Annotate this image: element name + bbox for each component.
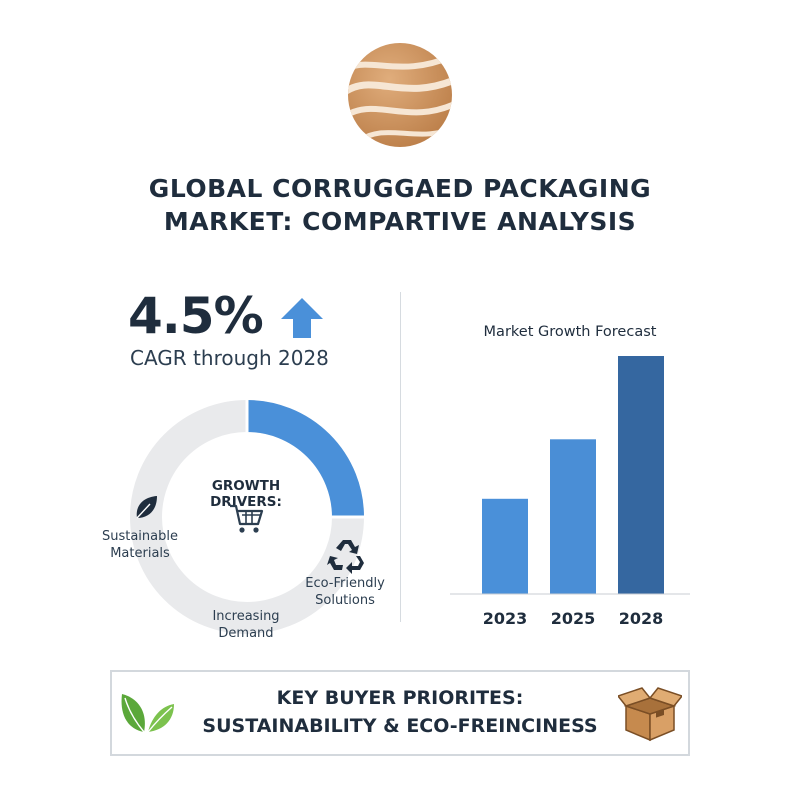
banner-line-2: SUSTAINABILITY & ECO-FREINCINESS	[202, 715, 598, 737]
segment-label-sustainable-line-2: Materials	[110, 546, 170, 561]
segment-label-eco-line-2: Solutions	[315, 593, 375, 608]
recycle-icon	[327, 540, 364, 574]
growth-drivers-donut	[130, 400, 364, 634]
leaf-icon	[136, 496, 157, 519]
segment-label-demand-line-2: Demand	[218, 626, 274, 641]
growth-drivers-title: GROWTH DRIVERS:	[210, 478, 282, 510]
segment-label-sustainable-line-1: Sustainable	[101, 529, 178, 544]
segment-label-sustainable-materials: Sustainable Materials	[90, 528, 190, 562]
shopping-cart-icon	[230, 504, 264, 533]
bar-2028	[618, 356, 664, 594]
x-tick-label-2025: 2025	[551, 609, 596, 628]
x-tick-label-2028: 2028	[619, 609, 664, 628]
page-title-line-1: GLOBAL CORRUGGAED PACKAGING	[148, 174, 652, 203]
section-divider	[400, 292, 401, 622]
segment-label-eco-friendly-solutions: Eco-Friendly Solutions	[290, 575, 400, 609]
chart-title: Market Growth Forecast	[484, 324, 657, 340]
x-tick-label-2023: 2023	[483, 609, 528, 628]
green-leaves-icon	[121, 694, 174, 733]
banner-text: KEY BUYER PRIORITES: SUSTAINABILITY & EC…	[110, 684, 690, 740]
segment-label-increasing-demand: Increasing Demand	[196, 608, 296, 642]
banner-line-1: KEY BUYER PRIORITES:	[276, 687, 524, 709]
key-priorities-banner	[110, 670, 690, 756]
page-title-line-2: MARKET: COMPARTIVE ANALYSIS	[163, 207, 637, 236]
brand-logo-icon	[348, 43, 452, 147]
cagr-value: 4.5%	[128, 287, 264, 345]
arrow-up-icon	[281, 298, 323, 338]
page-title: GLOBAL CORRUGGAED PACKAGING MARKET: COMP…	[40, 172, 760, 238]
segment-label-eco-line-1: Eco-Friendly	[305, 576, 385, 591]
bar-2023	[482, 498, 528, 594]
bar-2025	[550, 439, 596, 594]
cardboard-box-icon	[618, 687, 682, 742]
segment-label-demand-line-1: Increasing	[212, 609, 280, 624]
donut-highlight-segment	[246, 400, 364, 518]
market-growth-bar-chart: Market Growth Forecast 2023 2025 2028	[450, 324, 690, 628]
cagr-label: CAGR through 2028	[130, 346, 329, 370]
